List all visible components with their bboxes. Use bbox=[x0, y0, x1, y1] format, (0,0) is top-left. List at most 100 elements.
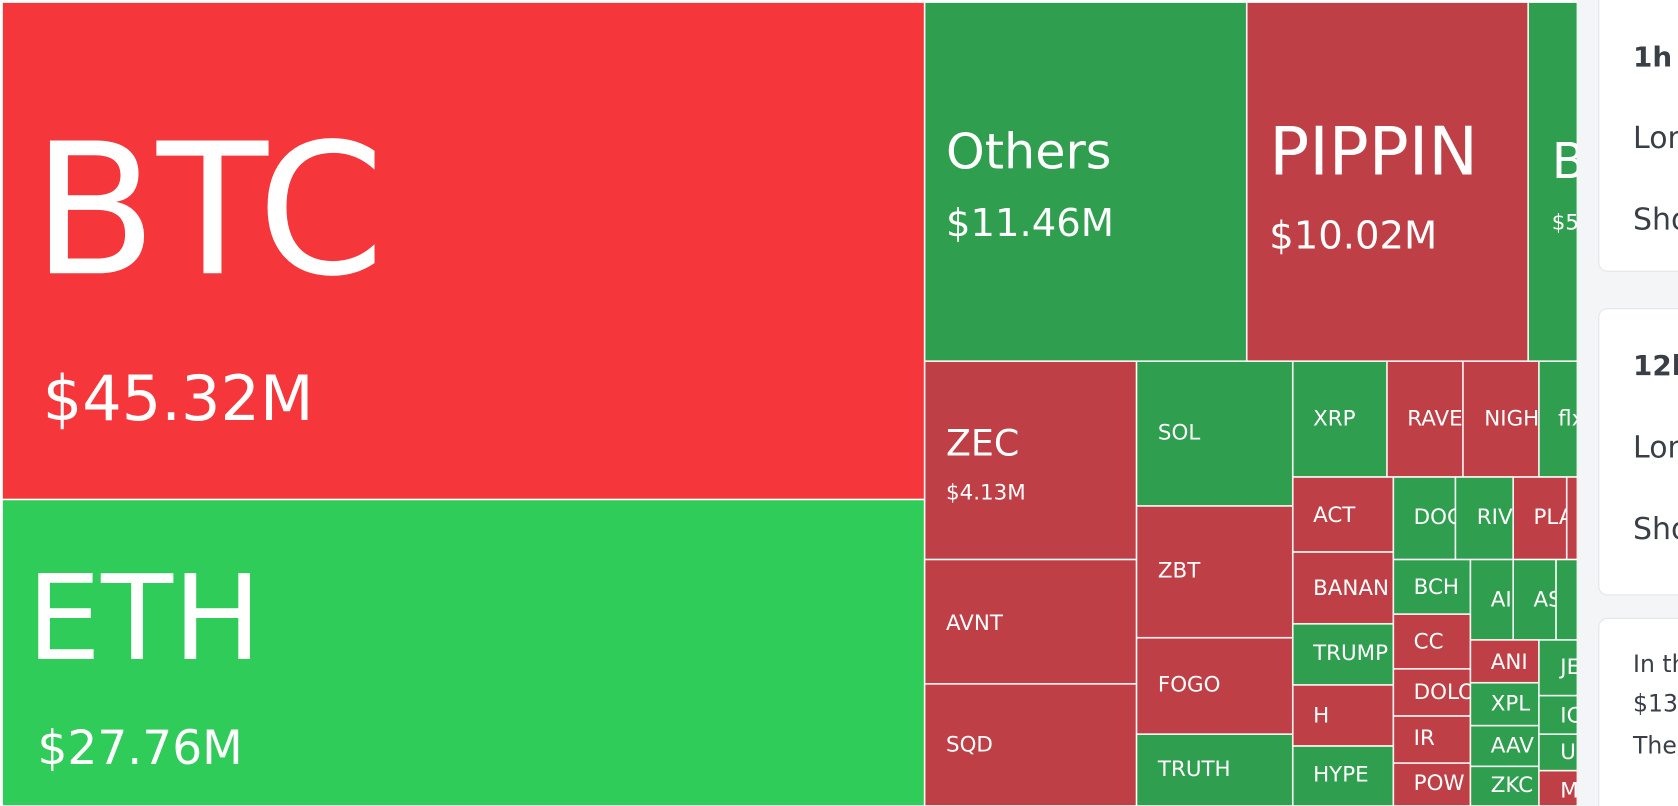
card-line: Sho bbox=[1633, 512, 1678, 547]
treemap-cell: AI bbox=[1470, 559, 1514, 640]
cell-rect bbox=[1470, 682, 1539, 726]
treemap-cell: PIPPIN $10.02M bbox=[1246, 2, 1529, 362]
card-line: In th bbox=[1633, 650, 1678, 678]
cell-label: ANI bbox=[1491, 650, 1528, 675]
cell-rect bbox=[1470, 725, 1539, 767]
cell-rect bbox=[1470, 559, 1514, 640]
card bbox=[1598, 308, 1678, 596]
cell-label: IR bbox=[1414, 726, 1435, 751]
cell-value: $4.13M bbox=[946, 480, 1026, 505]
cell-label: U bbox=[1560, 740, 1576, 765]
cell-rect bbox=[924, 559, 1137, 684]
card-title: 12h bbox=[1633, 349, 1678, 382]
cell-rect bbox=[1513, 476, 1567, 560]
treemap-cell: AAV bbox=[1470, 725, 1539, 767]
cell-rect bbox=[924, 683, 1137, 806]
cell-label: M bbox=[1560, 778, 1578, 803]
card bbox=[1598, 0, 1678, 272]
cell-label: H bbox=[1313, 703, 1329, 728]
treemap-cell: TRUTH bbox=[1136, 734, 1293, 806]
treemap-cell: POW bbox=[1393, 763, 1471, 806]
cell-rect bbox=[1538, 639, 1578, 696]
cell-label: flx bbox=[1558, 406, 1584, 431]
cell-label: XRP bbox=[1313, 406, 1356, 431]
cell-value: $27.76M bbox=[37, 721, 242, 776]
treemap-cell: M bbox=[1538, 770, 1578, 806]
treemap-cell: FOGO bbox=[1136, 637, 1293, 735]
cell-label: TRUTH bbox=[1157, 757, 1231, 782]
cell-rect bbox=[1513, 559, 1557, 640]
cell-rect bbox=[2, 2, 925, 500]
cell-rect bbox=[1292, 745, 1394, 806]
cell-rect bbox=[1393, 614, 1471, 669]
treemap-cell: flx bbox=[1538, 361, 1584, 477]
card-line: $13 bbox=[1633, 690, 1678, 718]
treemap-cell: DOLO bbox=[1393, 668, 1475, 716]
cell-rect bbox=[1455, 476, 1514, 560]
cell-rect bbox=[1386, 361, 1463, 477]
treemap-cell: SOL bbox=[1136, 361, 1293, 506]
treemap-cell: CC bbox=[1393, 614, 1471, 669]
cell-rect bbox=[1566, 476, 1578, 560]
treemap-cell: DOG bbox=[1393, 476, 1456, 560]
cell-label: ACT bbox=[1313, 503, 1356, 528]
cell-rect bbox=[1136, 505, 1293, 638]
cell-rect bbox=[1393, 763, 1471, 806]
treemap-cell: PLA bbox=[1513, 476, 1567, 560]
cell-label: AVNT bbox=[946, 611, 1004, 636]
cell-label: PIPPIN bbox=[1269, 113, 1478, 191]
treemap-cell: XRP bbox=[1292, 361, 1387, 477]
cell-rect bbox=[1538, 695, 1578, 735]
cell-rect bbox=[924, 2, 1247, 362]
cell-rect bbox=[1538, 770, 1578, 806]
treemap-cell: AS bbox=[1513, 559, 1562, 640]
cell-label: SQD bbox=[946, 732, 993, 757]
cell-label: POW bbox=[1414, 771, 1465, 796]
treemap-cell: SQD bbox=[924, 683, 1137, 806]
cell-value: $10.02M bbox=[1269, 214, 1437, 259]
cell-label: SOL bbox=[1158, 420, 1200, 445]
treemap-cell: ZBT bbox=[1136, 505, 1293, 638]
cell-rect bbox=[1393, 476, 1456, 560]
treemap-cell: ZKC bbox=[1470, 766, 1539, 806]
cell-label: BCH bbox=[1414, 575, 1459, 600]
cell-rect bbox=[1136, 637, 1293, 735]
treemap: BTC $45.32M ETH $27.76M Others $11.46M PIPPIN $… bbox=[2, 2, 1584, 806]
cell-label: RIV bbox=[1477, 505, 1513, 530]
treemap-cell: XPL bbox=[1470, 682, 1539, 726]
cell-rect bbox=[1246, 2, 1529, 362]
treemap-cell: NIGH bbox=[1462, 361, 1539, 477]
treemap-cell bbox=[1566, 476, 1578, 560]
card-title: 1h bbox=[1633, 40, 1672, 73]
cell-label: ZEC bbox=[946, 421, 1019, 464]
cell-rect bbox=[1393, 559, 1471, 615]
treemap-cell: IC bbox=[1538, 695, 1578, 735]
cell-rect bbox=[1393, 715, 1471, 764]
treemap-cell: Others $11.46M bbox=[924, 2, 1247, 362]
cell-rect bbox=[1462, 361, 1539, 477]
cell-rect bbox=[1292, 476, 1394, 552]
cell-label: NIGH bbox=[1484, 406, 1539, 431]
card-line: Lon bbox=[1633, 431, 1678, 466]
cell-label: DOLO bbox=[1414, 680, 1475, 705]
treemap-cell: RAVE bbox=[1386, 361, 1463, 477]
card-line: Lon bbox=[1633, 121, 1678, 156]
treemap-cell bbox=[1556, 559, 1578, 640]
cell-value: $45.32M bbox=[43, 362, 314, 435]
cell-label: AS bbox=[1534, 588, 1562, 613]
cell-label: AI bbox=[1491, 588, 1512, 613]
cell-label: BTC bbox=[32, 104, 384, 316]
cell-rect bbox=[1528, 2, 1578, 362]
treemap-cell: BCH bbox=[1393, 559, 1471, 615]
cell-rect bbox=[1292, 623, 1394, 685]
card-line: The bbox=[1632, 731, 1677, 759]
treemap-cell: ZEC $4.13M bbox=[924, 361, 1137, 560]
treemap-cell: B $5 bbox=[1528, 2, 1578, 362]
card-line: Sho bbox=[1633, 202, 1678, 237]
cell-label: TRUMP bbox=[1312, 641, 1388, 666]
card bbox=[1598, 617, 1678, 806]
treemap-cell: H bbox=[1292, 684, 1394, 746]
treemap-cell: TRUMP bbox=[1292, 623, 1394, 685]
cell-rect bbox=[1292, 551, 1394, 624]
